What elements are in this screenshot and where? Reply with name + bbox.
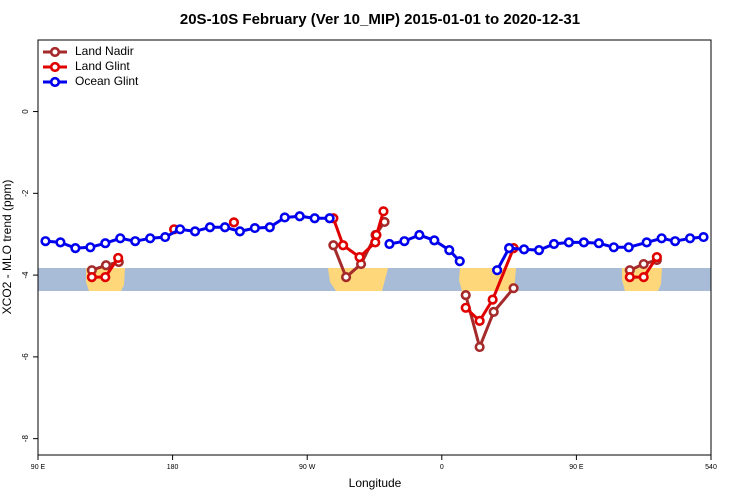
data-point — [100, 272, 111, 283]
data-point — [55, 237, 66, 248]
data-point — [414, 229, 425, 241]
data-point — [340, 272, 352, 283]
x-tick-label: 0 — [440, 464, 444, 471]
data-point — [641, 237, 652, 248]
data-point — [100, 260, 112, 271]
data-point — [399, 236, 410, 247]
data-point — [294, 211, 305, 222]
data-point — [219, 222, 231, 233]
legend-label: Land Nadir — [75, 44, 134, 58]
y-tick-label: -2 — [21, 189, 30, 197]
data-point — [279, 212, 290, 223]
data-point — [548, 238, 560, 250]
data-point — [533, 245, 545, 256]
data-point — [429, 235, 440, 246]
data-point — [670, 236, 681, 247]
data-point — [488, 306, 499, 317]
data-point — [504, 243, 515, 254]
data-point — [85, 242, 96, 253]
data-point — [324, 213, 335, 224]
data-point — [249, 222, 260, 234]
legend-marker — [49, 46, 61, 58]
data-point — [474, 341, 485, 353]
data-point — [228, 217, 240, 228]
data-point — [638, 272, 649, 283]
data-point — [378, 206, 389, 217]
y-tick-label: 0 — [21, 109, 30, 114]
data-point — [337, 240, 349, 251]
land-patch — [459, 268, 516, 291]
x-axis-label: Longitude — [349, 476, 402, 490]
land-patch — [328, 268, 388, 291]
data-point — [460, 302, 471, 313]
surface-band — [38, 268, 711, 291]
x-tick-label: 540 — [705, 464, 717, 471]
legend-marker — [49, 61, 61, 73]
data-point — [384, 238, 395, 250]
x-tick-label: 180 — [167, 464, 179, 471]
y-tick-label: -6 — [21, 353, 30, 361]
data-point — [130, 236, 141, 247]
data-point — [309, 213, 320, 224]
y-axis-label: XCO2 - MLO trend (ppm) — [0, 180, 14, 315]
data-point — [100, 238, 111, 249]
data-point — [460, 290, 471, 301]
data-point — [113, 252, 124, 264]
data-point — [487, 294, 498, 305]
plot-frame — [37, 39, 712, 456]
data-point — [578, 237, 589, 248]
data-point — [70, 243, 81, 254]
data-point — [40, 236, 51, 247]
legend-label: Land Glint — [75, 59, 130, 73]
data-point — [145, 233, 156, 244]
data-point — [189, 226, 201, 237]
x-tick-label: 90 E — [569, 464, 584, 471]
data-point — [354, 252, 365, 263]
data-point — [204, 222, 216, 233]
data-point — [563, 237, 575, 248]
data-point — [328, 240, 339, 251]
legend-marker — [49, 76, 61, 88]
data-point — [371, 229, 382, 241]
data-point — [624, 272, 635, 283]
data-point — [623, 242, 634, 253]
y-tick-label: -8 — [21, 435, 30, 443]
data-point — [492, 265, 503, 276]
data-point — [444, 245, 455, 256]
data-point — [474, 315, 485, 326]
data-point — [454, 256, 465, 267]
data-point — [264, 222, 275, 233]
data-point — [684, 233, 696, 244]
data-point — [86, 272, 97, 283]
data-point — [638, 258, 649, 270]
x-tick-label: 90 W — [299, 464, 316, 471]
data-point — [160, 231, 171, 243]
x-tick-label: 90 E — [31, 464, 46, 471]
data-point — [518, 244, 530, 255]
legend-label: Ocean Glint — [75, 74, 139, 88]
chart-title: 20S-10S February (Ver 10_MIP) 2015-01-01… — [180, 11, 580, 28]
data-point — [651, 252, 662, 263]
y-tick-label: -4 — [21, 271, 30, 279]
data-point — [508, 283, 519, 294]
data-point — [656, 233, 667, 244]
data-point — [608, 242, 619, 253]
data-point — [698, 231, 709, 243]
data-point — [174, 224, 186, 235]
data-point — [593, 238, 604, 249]
data-point — [115, 233, 126, 244]
data-point — [234, 226, 245, 237]
